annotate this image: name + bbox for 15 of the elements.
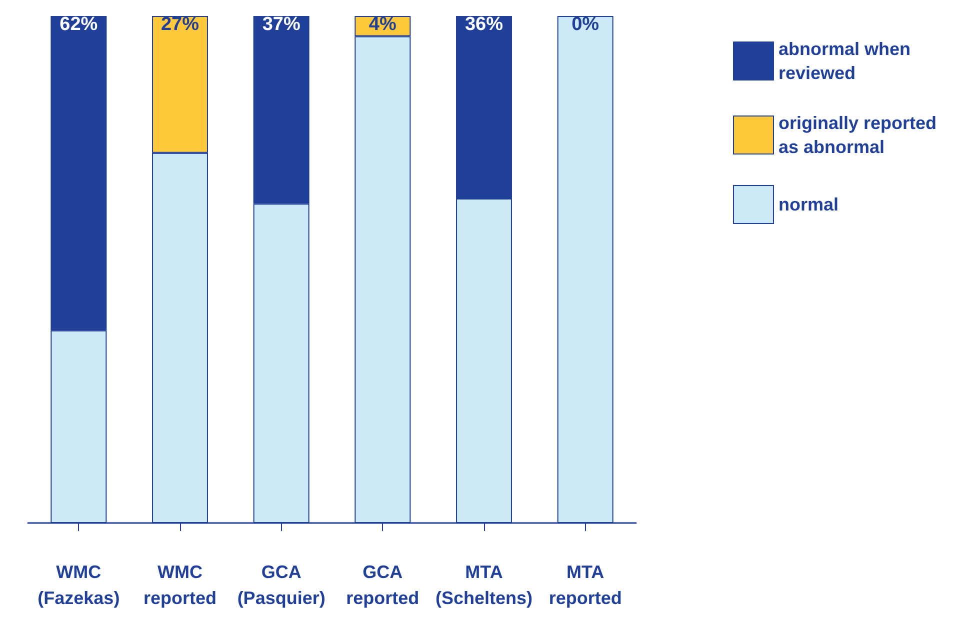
x-tick-label: MTA reported: [548, 562, 622, 608]
legend-label: originally reported as abnormal: [778, 113, 942, 157]
x-tick-label: MTA (Scheltens): [435, 562, 533, 608]
data-label: 4%: [368, 14, 396, 35]
x-tick-label: GCA (Pasquier): [237, 562, 326, 608]
x-tick-label: WMC (Fazekas): [38, 562, 120, 608]
data-label: 37%: [262, 14, 300, 35]
legend-label: normal: [778, 194, 839, 214]
data-label: 0%: [572, 14, 600, 35]
x-tick-label: WMC reported: [143, 562, 217, 608]
data-label: 27%: [160, 14, 200, 35]
x-tick-label: GCA reported: [346, 562, 420, 608]
legend-label: abnormal when reviewed: [778, 39, 916, 83]
data-label: 36%: [464, 14, 504, 35]
data-label: 62%: [60, 14, 98, 35]
